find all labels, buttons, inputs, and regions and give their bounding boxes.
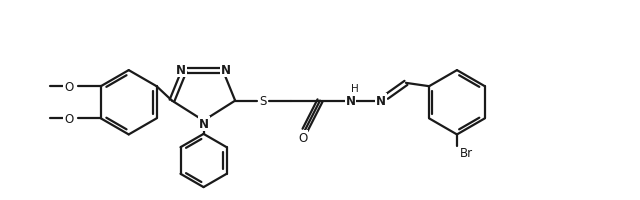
Text: N: N: [221, 64, 231, 77]
Text: O: O: [65, 112, 74, 125]
Text: N: N: [176, 64, 186, 77]
Text: S: S: [259, 95, 267, 108]
Text: H: H: [351, 84, 358, 94]
Text: Br: Br: [460, 146, 474, 159]
Text: N: N: [376, 95, 386, 108]
Text: N: N: [346, 95, 355, 108]
Text: O: O: [65, 80, 74, 93]
Text: O: O: [298, 131, 307, 144]
Text: N: N: [198, 117, 209, 130]
